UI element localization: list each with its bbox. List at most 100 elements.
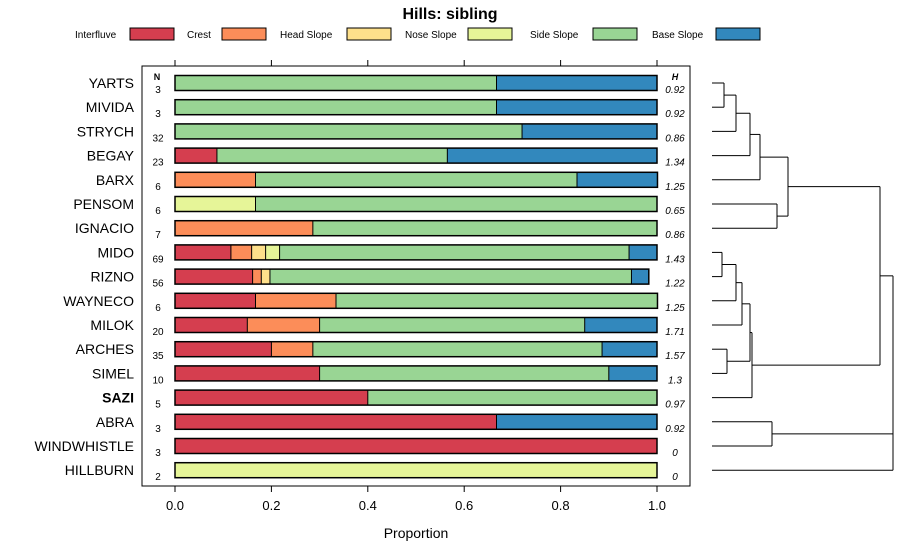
bar-segment-yarts-5	[496, 75, 657, 91]
dendrogram	[712, 82, 894, 471]
bar-outline-rizno	[174, 268, 650, 285]
chart-title: Hills: sibling	[402, 6, 497, 23]
bar-outline-windwhistle	[174, 437, 658, 455]
bar-segment-abra-0	[175, 414, 497, 430]
bar-segment-wayneco-0	[175, 293, 256, 309]
bar-segment-begay-4	[216, 148, 448, 164]
row-h-value: 0.92	[665, 424, 685, 435]
legend-label-0: Interfluve	[75, 30, 117, 41]
bar-segment-simel-0	[175, 365, 320, 381]
bar-segment-abra-5	[496, 414, 657, 430]
bar-segment-wayneco-4	[335, 293, 658, 309]
bar-segment-mivida-4	[175, 99, 497, 115]
row-n-value: 7	[155, 230, 161, 241]
bar-outline-yarts	[174, 74, 658, 92]
bar-segment-mido-4	[279, 244, 630, 260]
bar-segment-arches-0	[175, 341, 272, 357]
x-tick-label: 0.2	[262, 498, 280, 513]
bar-outline-abra	[174, 413, 658, 431]
row-h-value: 1.34	[665, 158, 685, 169]
bar-segment-arches-4	[312, 341, 603, 357]
bar-outline-mido	[174, 244, 658, 261]
bar-outline-simel	[174, 365, 658, 382]
row-n-value: 3	[155, 109, 161, 120]
bar-outline-barx	[174, 171, 659, 189]
legend-label-3: Nose Slope	[405, 30, 457, 41]
legend-label-5: Base Slope	[652, 30, 704, 41]
bar-segment-barx-1	[175, 172, 256, 188]
x-tick-label: 0.0	[166, 498, 184, 513]
bar-segment-mido-3	[265, 244, 280, 260]
row-label-wayneco: WAYNECO	[63, 293, 134, 309]
legend-swatch-5	[715, 27, 761, 41]
legend: Interfluve Crest Head Slope Nose Slope Side …	[75, 27, 761, 41]
legend-swatch-0	[129, 27, 175, 41]
row-n-value: 23	[152, 158, 164, 169]
x-tick-label: 0.4	[359, 498, 377, 513]
row-label-sazi: SAZI	[102, 390, 134, 406]
row-n-value: 35	[152, 351, 164, 362]
bar-segment-sazi-0	[175, 390, 368, 406]
bar-segment-arches-1	[271, 341, 313, 357]
bar-outline-begay	[174, 147, 658, 164]
bar-segment-ignacio-1	[175, 220, 313, 236]
bar-segment-rizno-4	[269, 269, 632, 285]
row-label-begay: BEGAY	[87, 148, 135, 164]
row-n-value: 3	[155, 448, 161, 459]
bar-outline-ignacio	[174, 219, 658, 237]
row-n-value: 10	[152, 375, 164, 386]
bar-segment-milok-4	[319, 317, 585, 333]
row-label-ignacio: IGNACIO	[75, 220, 134, 236]
row-label-hillburn: HILLBURN	[65, 462, 134, 478]
bar-outline-hillburn	[174, 461, 658, 479]
row-h-value: 0.92	[665, 85, 685, 96]
x-tick-label: 1.0	[648, 498, 666, 513]
bar-outline-wayneco	[174, 292, 659, 310]
bar-segment-milok-1	[247, 317, 320, 333]
legend-swatch-1	[221, 27, 267, 41]
row-h-value: 0.97	[665, 400, 685, 411]
row-label-abra: ABRA	[96, 414, 135, 430]
legend-label-1: Crest	[187, 30, 211, 41]
panel-frame	[141, 65, 691, 487]
legend-swatch-4	[592, 27, 638, 41]
row-h-value: 0	[672, 472, 678, 483]
bar-segment-hillburn-3	[175, 462, 657, 478]
row-n-value: 6	[155, 206, 161, 217]
n-column-header: N	[154, 72, 161, 82]
row-h-value: 0.86	[665, 133, 685, 144]
legend-swatch-3	[467, 27, 513, 41]
x-tick-label: 0.8	[552, 498, 570, 513]
bar-segment-rizno-5	[631, 269, 649, 285]
row-label-strych: STRYCH	[77, 123, 134, 139]
bar-outline-mivida	[174, 98, 658, 116]
row-n-value: 6	[155, 303, 161, 314]
row-h-value: 1.57	[665, 351, 685, 362]
x-tick-label: 0.6	[455, 498, 473, 513]
row-n-value: 5	[155, 400, 161, 411]
bar-segment-arches-5	[602, 341, 657, 357]
row-h-value: 0.65	[665, 206, 685, 217]
bar-outline-arches	[174, 340, 658, 358]
bar-outline-milok	[174, 316, 658, 334]
bar-segment-milok-0	[175, 317, 248, 333]
bar-segment-strych-4	[175, 123, 523, 139]
bar-outline-sazi	[174, 389, 658, 406]
bar-segment-mido-1	[230, 244, 252, 260]
row-h-value: 1.25	[665, 182, 685, 193]
bar-segment-pensom-3	[175, 196, 256, 212]
bar-segment-windwhistle-0	[175, 438, 657, 454]
bar-segment-simel-5	[608, 365, 657, 381]
row-label-mido: MIDO	[97, 244, 134, 260]
row-label-arches: ARCHES	[76, 341, 134, 357]
legend-swatch-2	[346, 27, 392, 41]
bar-segment-begay-0	[175, 148, 217, 164]
plot-area: 0.0 0.2 0.4 0.6 0.8 1.0 N H YARTS 3 0.92 MIVIDA 3 0.9…	[34, 60, 691, 513]
row-h-value: 1.71	[665, 327, 684, 338]
bar-segment-yarts-4	[175, 75, 497, 91]
row-n-value: 56	[152, 279, 164, 290]
row-label-barx: BARX	[96, 172, 135, 188]
legend-label-2: Head Slope	[280, 30, 333, 41]
row-h-value: 0	[672, 448, 678, 459]
